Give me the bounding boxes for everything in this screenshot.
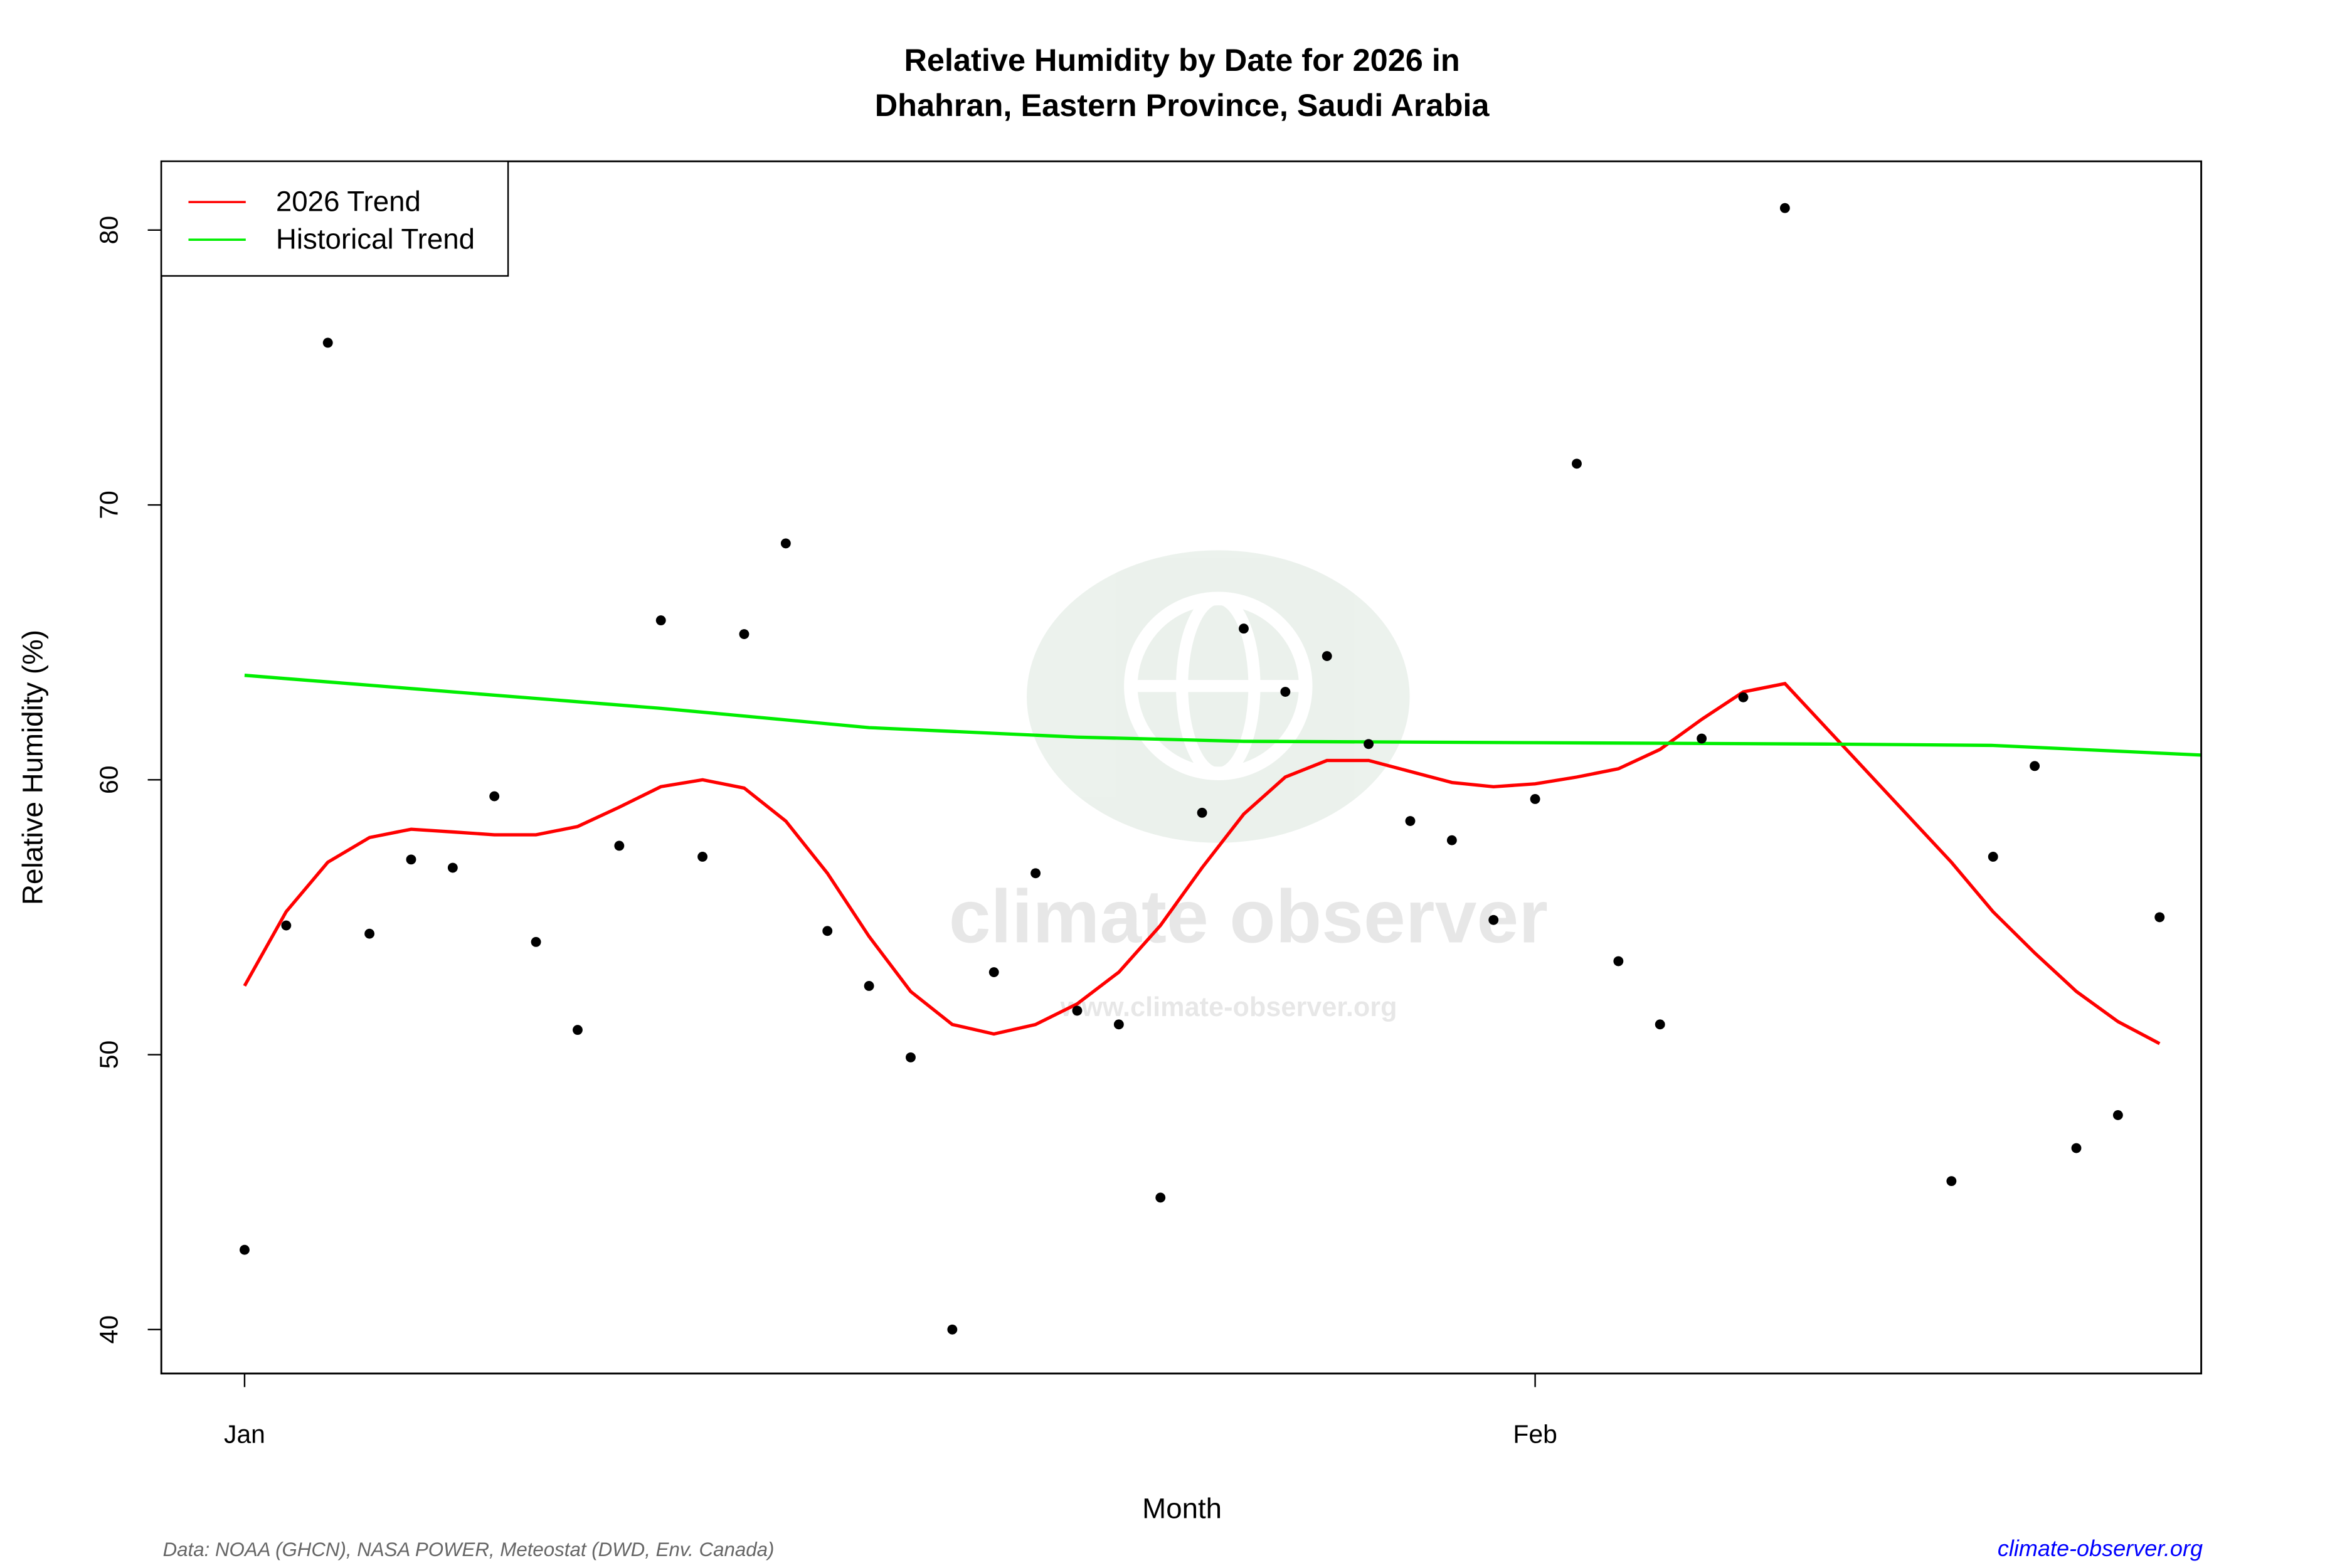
data-point (2154, 912, 2165, 923)
data-point (2071, 1143, 2082, 1153)
data-point (1655, 1019, 1665, 1030)
data-point (988, 967, 999, 977)
data-point (1113, 1019, 1124, 1030)
data-point (406, 854, 416, 865)
data-point (1405, 816, 1416, 826)
data-point (322, 337, 333, 348)
data-point (614, 840, 625, 851)
data-point (447, 862, 458, 873)
data-point (2030, 761, 2040, 771)
data-point (281, 920, 292, 931)
trend-2026-line (243, 682, 2161, 1046)
data-point (1613, 956, 1624, 967)
data-point (1030, 868, 1041, 879)
x-tick-label: Jan (224, 1419, 265, 1448)
y-tick-label: 60 (95, 766, 124, 794)
footer-source: Data: NOAA (GHCN), NASA POWER, Meteostat… (163, 1539, 775, 1560)
legend-box (161, 161, 509, 277)
data-point (573, 1025, 583, 1036)
data-point (822, 926, 833, 936)
data-point (1446, 835, 1457, 845)
data-point (1072, 1005, 1083, 1016)
legend-label-2026: 2026 Trend (276, 186, 421, 218)
x-axis-label: Month (1142, 1493, 1222, 1525)
data-point (864, 981, 874, 991)
watermark-url: www.climate-observer.org (1060, 992, 1397, 1022)
data-point (739, 629, 750, 639)
data-point (780, 538, 791, 549)
y-tick-label: 70 (95, 490, 124, 519)
historical-trend-line (244, 674, 2201, 757)
data-point (1738, 692, 1749, 702)
watermark: climate observer www.climate-observer.or… (949, 550, 1548, 1022)
data-point (1364, 739, 1374, 750)
chart-title: Relative Humidity by Date for 2026 in (904, 42, 1459, 78)
footer-site-link[interactable]: climate-observer.org (1998, 1535, 2203, 1561)
data-point (655, 615, 666, 626)
legend-label-historical: Historical Trend (276, 223, 475, 255)
y-tick-label: 50 (95, 1041, 124, 1069)
data-point (1572, 458, 1582, 469)
data-point (1530, 794, 1540, 804)
data-point (489, 791, 500, 802)
data-point (1988, 852, 1998, 862)
axes: 40 50 60 70 80 Jan Feb (95, 216, 1557, 1448)
data-point (364, 928, 375, 939)
data-point (1322, 651, 1332, 661)
watermark-name: climate observer (949, 874, 1548, 958)
data-point (1488, 914, 1499, 925)
data-point (1697, 733, 1707, 744)
data-point (1239, 623, 1249, 634)
data-point (531, 936, 541, 947)
data-point (1779, 203, 1790, 213)
legend: 2026 Trend Historical Trend (161, 161, 509, 277)
plot-marks (240, 203, 2201, 1335)
data-point (947, 1324, 958, 1335)
data-point (906, 1052, 916, 1062)
data-point (2112, 1110, 2123, 1120)
y-tick-label: 40 (95, 1315, 124, 1343)
data-point (1946, 1176, 1957, 1187)
data-point (1280, 687, 1291, 697)
data-point (240, 1244, 250, 1255)
chart-subtitle: Dhahran, Eastern Province, Saudi Arabia (875, 87, 1490, 123)
data-point (1155, 1192, 1166, 1203)
data-point (697, 852, 708, 862)
y-axis-label: Relative Humidity (%) (16, 630, 48, 905)
data-point (1197, 807, 1207, 818)
y-tick-label: 80 (95, 216, 124, 244)
x-tick-label: Feb (1513, 1419, 1557, 1448)
